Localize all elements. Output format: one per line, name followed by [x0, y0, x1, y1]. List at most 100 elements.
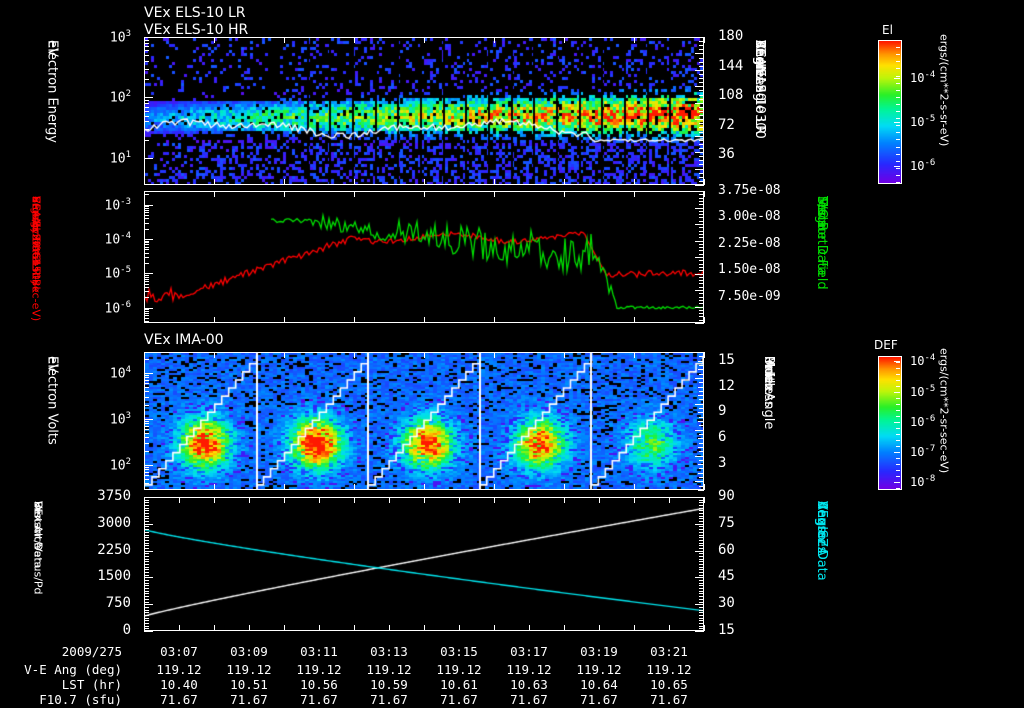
axis-tick-label: 2250	[97, 541, 131, 558]
axis-table-cell: 119.12	[366, 662, 412, 677]
axis-tick-mark	[144, 287, 149, 288]
axis-table-cell: 03:19	[580, 644, 618, 659]
axis-tick-mark	[424, 352, 425, 358]
panel2-right-axis-label-line-1: S/C B	[814, 196, 829, 231]
axis-tick-mark	[896, 362, 900, 363]
axis-tick-label: 36	[718, 146, 735, 163]
axis-tick-mark	[144, 419, 153, 420]
panel4-left-axis-label-line-1: VEx Alt/Venus/Pd	[31, 501, 45, 595]
axis-tick-mark	[699, 181, 704, 182]
axis-tick-mark	[699, 127, 704, 128]
axis-tick-mark	[144, 206, 149, 207]
axis-tick-mark	[144, 615, 149, 616]
axis-tick-mark	[424, 484, 425, 490]
axis-tick-label: 1500	[97, 568, 131, 585]
axis-tick-label: 3.75e-08	[718, 183, 781, 198]
axis-tick-label: 75	[718, 514, 735, 531]
axis-tick-label: 102	[109, 456, 131, 474]
axis-tick-mark	[494, 625, 495, 631]
axis-tick-mark	[144, 100, 149, 101]
axis-tick-label: 30	[718, 595, 735, 612]
axis-tick-mark	[699, 62, 704, 63]
axis-tick-mark	[699, 260, 704, 261]
axis-tick-mark	[695, 323, 704, 324]
axis-table-cell: 71.67	[230, 692, 268, 707]
axis-tick-mark	[699, 66, 704, 67]
axis-tick-mark	[695, 631, 704, 632]
axis-tick-mark	[896, 386, 900, 387]
panel2-left-axis-label-line-1: VEx ELS-06 LR-Bk	[29, 196, 43, 293]
axis-tick-mark	[699, 620, 704, 621]
panel3-spectrogram-canvas	[145, 353, 703, 489]
axis-tick-mark	[144, 564, 149, 565]
axis-tick-mark	[144, 553, 149, 554]
panel1-left-axis-label-line-0: Electron Energy	[44, 40, 60, 143]
axis-tick-mark	[634, 497, 635, 503]
axis-tick-mark	[699, 316, 704, 317]
axis-tick-mark	[179, 625, 180, 631]
axis-table-cell: 03:15	[440, 644, 478, 659]
axis-tick-mark	[699, 391, 704, 392]
axis-tick-mark	[144, 537, 149, 538]
axis-tick-mark	[699, 569, 704, 570]
axis-tick-mark	[144, 309, 149, 310]
axis-tick-mark	[144, 626, 149, 627]
panel2-left-axis-label-line-3: ergs/(cm**2-sr-sec-eV)	[29, 196, 43, 322]
axis-tick-mark	[144, 383, 149, 384]
axis-tick-mark	[144, 623, 149, 624]
axis-tick-mark	[144, 247, 149, 248]
axis-tick-mark	[144, 79, 149, 80]
axis-tick-mark	[144, 40, 149, 41]
axis-tick-mark	[896, 168, 900, 169]
axis-tick-mark	[144, 497, 145, 503]
axis-tick-mark	[144, 215, 149, 216]
axis-tick-label: 3000	[97, 514, 131, 531]
axis-tick-mark	[214, 37, 215, 43]
axis-table-row-label: V-E Ang (deg)	[24, 662, 122, 677]
panel3-colorbar-gradient	[879, 357, 901, 489]
axis-tick-mark	[144, 263, 149, 264]
axis-table-cell: 10.65	[650, 677, 688, 692]
axis-tick-mark	[214, 625, 215, 631]
axis-tick-mark	[354, 37, 355, 43]
axis-tick-mark	[214, 484, 215, 490]
axis-tick-mark	[699, 156, 704, 157]
axis-tick-mark	[695, 352, 704, 353]
axis-tick-mark	[704, 497, 705, 503]
axis-tick-label: 10-5	[910, 383, 936, 399]
axis-tick-mark	[144, 281, 149, 282]
axis-tick-mark	[695, 103, 704, 104]
axis-tick-mark	[896, 398, 900, 399]
axis-tick-mark	[896, 154, 900, 155]
panel1-right-axis-label-line-4: SCAN: 20 - 300	[752, 40, 767, 139]
axis-tick-mark	[144, 551, 153, 552]
axis-tick-mark	[896, 54, 900, 55]
axis-tick-mark	[144, 373, 153, 374]
axis-tick-mark	[704, 352, 705, 358]
axis-tick-mark	[699, 365, 704, 366]
axis-tick-mark	[695, 86, 704, 87]
axis-tick-mark	[699, 540, 704, 541]
axis-tick-label: 10-6	[910, 158, 936, 174]
axis-tick-mark	[144, 244, 149, 245]
panel3-colorbar-title: DEF	[874, 338, 898, 352]
axis-tick-mark	[695, 497, 704, 498]
axis-tick-mark	[389, 497, 390, 503]
axis-tick-mark	[699, 521, 704, 522]
axis-tick-mark	[634, 625, 635, 631]
axis-tick-mark	[144, 284, 149, 285]
axis-tick-mark	[894, 166, 900, 167]
axis-tick-mark	[698, 464, 704, 465]
axis-tick-mark	[669, 497, 670, 503]
axis-tick-mark	[144, 577, 153, 578]
axis-tick-mark	[144, 483, 149, 484]
axis-tick-mark	[144, 279, 149, 280]
axis-tick-label: 7.50e-09	[718, 288, 781, 304]
axis-tick-mark	[284, 37, 285, 43]
axis-table-cell: 71.67	[160, 692, 198, 707]
axis-tick-mark	[699, 254, 704, 255]
axis-tick-mark	[695, 257, 704, 258]
axis-tick-label: 1.50e-08	[718, 262, 781, 278]
panel1-colorbar-units-text: ergs/(cm**2-s-sr-eV)	[937, 34, 951, 147]
axis-tick-mark	[144, 239, 153, 240]
